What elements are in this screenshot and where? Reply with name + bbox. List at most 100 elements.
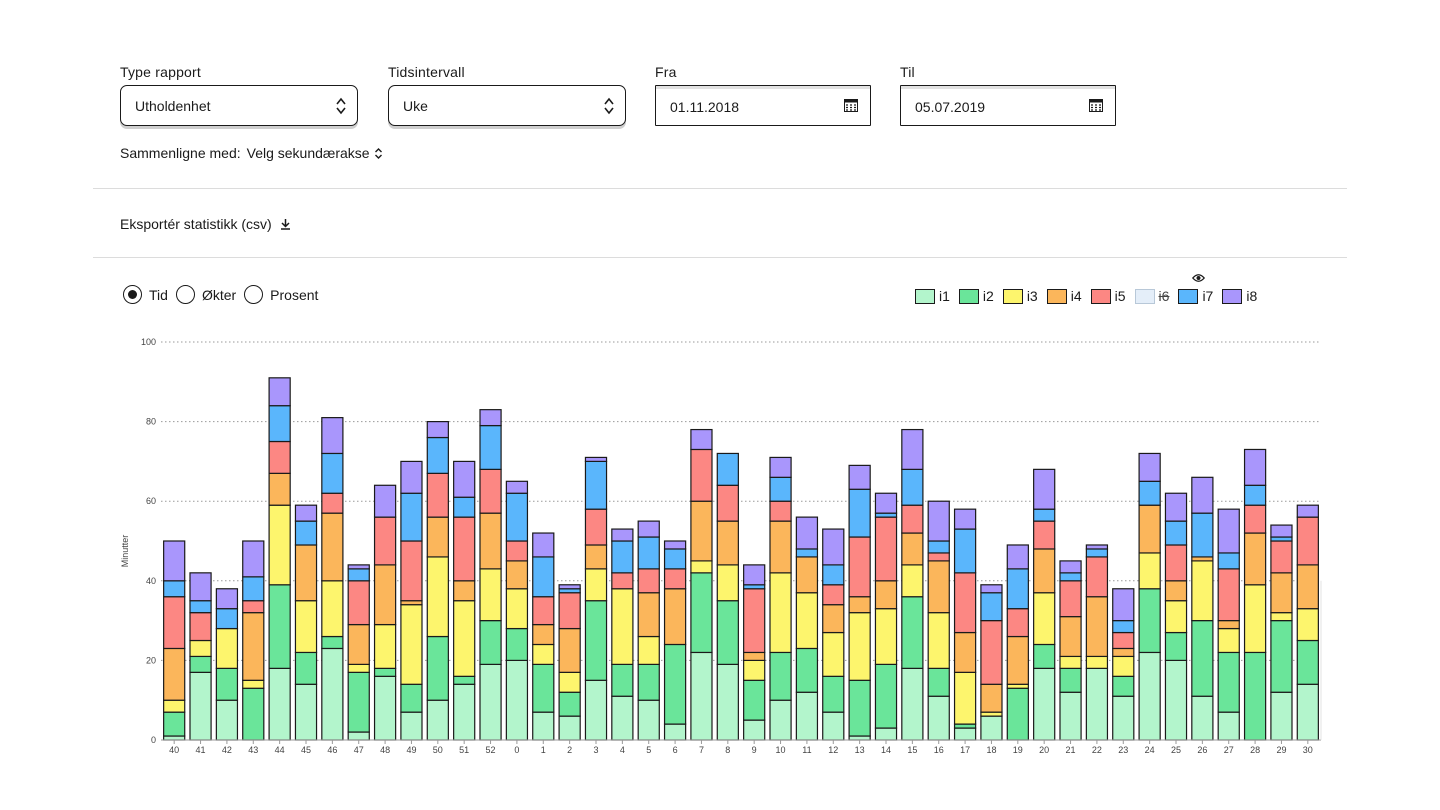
bar-segment-i4[interactable]: [242, 612, 265, 681]
bar-segment-i5[interactable]: [268, 440, 291, 474]
bar-segment-i4[interactable]: [769, 520, 792, 574]
bar-segment-i5[interactable]: [347, 580, 370, 626]
bar-segment-i1[interactable]: [426, 699, 449, 741]
bar-segment-i2[interactable]: [822, 675, 845, 713]
bar-segment-i8[interactable]: [479, 409, 502, 427]
bar-segment-i5[interactable]: [1296, 516, 1319, 566]
bar-segment-i8[interactable]: [268, 377, 291, 407]
bar-segment-i4[interactable]: [268, 472, 291, 506]
bar-segment-i4[interactable]: [690, 500, 713, 562]
bar-segment-i8[interactable]: [953, 508, 977, 530]
bar-segment-i4[interactable]: [505, 560, 529, 590]
bar-segment-i7[interactable]: [1006, 568, 1029, 610]
bar-segment-i5[interactable]: [1164, 544, 1188, 582]
bar-segment-i1[interactable]: [1033, 667, 1056, 741]
bar-segment-i4[interactable]: [1270, 572, 1293, 614]
bar-segment-i4[interactable]: [1243, 532, 1267, 586]
bar-segment-i1[interactable]: [268, 667, 291, 741]
bar-segment-i3[interactable]: [479, 568, 502, 622]
bar-segment-i1[interactable]: [874, 727, 898, 741]
bar-segment-i7[interactable]: [716, 452, 739, 486]
bar-segment-i5[interactable]: [874, 516, 898, 582]
bar-segment-i3[interactable]: [189, 639, 212, 658]
bar-segment-i5[interactable]: [189, 612, 212, 642]
bar-segment-i7[interactable]: [795, 548, 819, 558]
bar-segment-i1[interactable]: [453, 683, 476, 741]
bar-segment-i7[interactable]: [1243, 484, 1267, 506]
bar-segment-i8[interactable]: [848, 464, 871, 490]
from-date-input[interactable]: 01.11.2018: [655, 85, 871, 126]
bar-segment-i2[interactable]: [505, 627, 529, 661]
bar-segment-i3[interactable]: [373, 623, 397, 669]
bar-segment-i2[interactable]: [1217, 651, 1240, 713]
bar-segment-i2[interactable]: [163, 711, 186, 737]
bar-segment-i3[interactable]: [1164, 600, 1188, 634]
bar-segment-i2[interactable]: [189, 655, 212, 673]
bar-segment-i3[interactable]: [1138, 552, 1161, 590]
bar-segment-i8[interactable]: [637, 520, 660, 538]
bar-segment-i3[interactable]: [268, 504, 291, 586]
bar-segment-i1[interactable]: [1296, 683, 1319, 741]
bar-segment-i1[interactable]: [479, 663, 502, 741]
bar-segment-i4[interactable]: [294, 544, 318, 602]
bar-segment-i2[interactable]: [268, 584, 291, 669]
bar-segment-i3[interactable]: [558, 671, 581, 693]
bar-segment-i5[interactable]: [1217, 568, 1240, 622]
bar-segment-i7[interactable]: [584, 460, 608, 510]
bar-segment-i3[interactable]: [637, 635, 660, 665]
bar-segment-i8[interactable]: [242, 540, 265, 578]
bar-segment-i5[interactable]: [980, 619, 1003, 685]
bar-segment-i1[interactable]: [1059, 691, 1082, 741]
bar-segment-i8[interactable]: [874, 492, 898, 514]
bar-segment-i7[interactable]: [163, 580, 186, 598]
bar-segment-i7[interactable]: [1033, 508, 1056, 522]
bar-segment-i8[interactable]: [611, 528, 634, 542]
bar-segment-i1[interactable]: [294, 683, 318, 741]
bar-segment-i2[interactable]: [479, 619, 502, 665]
bar-segment-i5[interactable]: [558, 592, 581, 630]
bar-segment-i2[interactable]: [663, 643, 687, 725]
bar-segment-i1[interactable]: [321, 647, 344, 741]
legend-item-i2[interactable]: i2: [958, 288, 994, 304]
bar-segment-i1[interactable]: [1217, 711, 1240, 741]
bar-segment-i4[interactable]: [901, 532, 924, 566]
bar-segment-i5[interactable]: [1033, 520, 1056, 550]
radio-okter[interactable]: Økter: [175, 285, 236, 304]
bar-segment-i2[interactable]: [584, 600, 608, 681]
bar-segment-i8[interactable]: [1059, 560, 1082, 574]
bar-segment-i2[interactable]: [1033, 643, 1056, 669]
bar-segment-i1[interactable]: [347, 731, 370, 741]
bar-segment-i2[interactable]: [1059, 667, 1082, 693]
bar-segment-i8[interactable]: [690, 428, 713, 451]
bar-segment-i3[interactable]: [163, 699, 186, 713]
bar-segment-i5[interactable]: [584, 508, 608, 546]
bar-segment-i5[interactable]: [822, 584, 845, 606]
bar-segment-i4[interactable]: [1059, 616, 1082, 658]
bar-segment-i3[interactable]: [953, 671, 977, 725]
bar-segment-i5[interactable]: [611, 572, 634, 590]
bar-segment-i4[interactable]: [426, 516, 449, 558]
bar-segment-i1[interactable]: [584, 679, 608, 741]
bar-segment-i7[interactable]: [663, 548, 687, 570]
bar-segment-i8[interactable]: [584, 456, 608, 463]
bar-segment-i4[interactable]: [795, 556, 819, 594]
bar-segment-i2[interactable]: [558, 691, 581, 717]
bar-segment-i5[interactable]: [690, 448, 713, 502]
bar-segment-i3[interactable]: [1085, 655, 1109, 669]
bar-segment-i4[interactable]: [1112, 647, 1135, 658]
bar-segment-i4[interactable]: [716, 520, 739, 566]
interval-select[interactable]: Uke: [388, 85, 626, 126]
bar-segment-i2[interactable]: [795, 647, 819, 693]
bar-segment-i5[interactable]: [479, 468, 502, 514]
bar-segment-i7[interactable]: [1217, 552, 1240, 570]
bar-segment-i3[interactable]: [505, 588, 529, 630]
bar-segment-i1[interactable]: [1164, 659, 1188, 741]
bar-segment-i5[interactable]: [373, 516, 397, 566]
bar-segment-i3[interactable]: [321, 580, 344, 638]
bar-segment-i4[interactable]: [1085, 596, 1109, 658]
legend-item-i1[interactable]: i1: [915, 288, 950, 304]
bar-segment-i5[interactable]: [163, 596, 186, 650]
bar-segment-i2[interactable]: [215, 667, 239, 701]
bar-segment-i1[interactable]: [637, 699, 660, 741]
bar-segment-i8[interactable]: [373, 484, 397, 518]
